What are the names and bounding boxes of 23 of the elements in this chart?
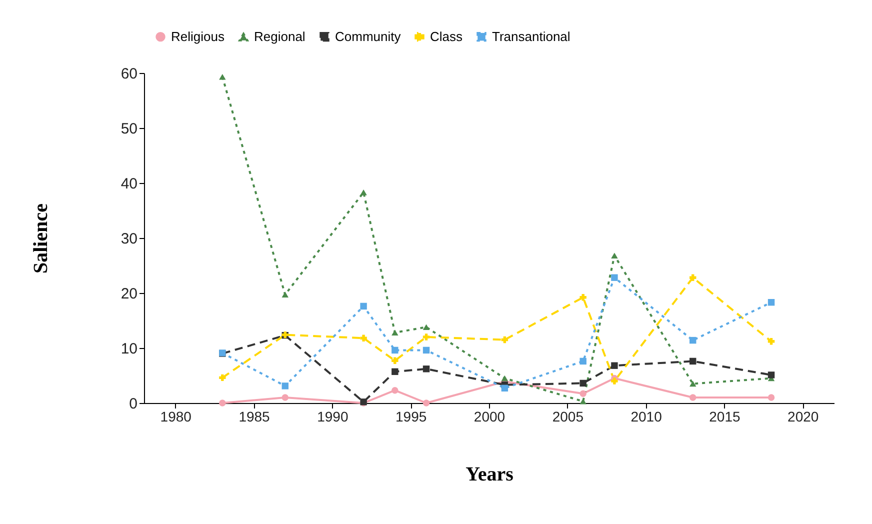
legend-label: Religious (171, 28, 225, 44)
y-tick-label: 60 (120, 66, 138, 82)
x-tick-label: 2020 (788, 408, 819, 424)
x-tick-label: 2005 (552, 408, 584, 424)
y-tick-label: 10 (120, 340, 138, 358)
x-tick-label: 2010 (630, 408, 662, 424)
legend-label: Class (430, 28, 464, 44)
x-tick-label: 2000 (474, 408, 506, 424)
y-tick-label: 30 (120, 230, 138, 248)
x-tick-label: 1985 (238, 408, 270, 424)
y-tick-label: 0 (129, 396, 138, 412)
x-tick-label: 1980 (160, 408, 192, 424)
x-tick-label: 2015 (709, 408, 741, 424)
y-tick-label: 20 (120, 286, 138, 302)
x-axis-title: Years (466, 464, 514, 486)
legend-label: Community (335, 28, 402, 44)
x-tick-label: 1990 (317, 408, 348, 424)
y-axis-title: Salience (30, 203, 52, 274)
legend-label: Regional (254, 29, 306, 44)
y-tick-label: 40 (120, 176, 138, 192)
y-tick-label: 50 (120, 120, 138, 138)
legend-label: Transantional (492, 28, 570, 44)
x-tick-label: 1995 (396, 408, 427, 424)
